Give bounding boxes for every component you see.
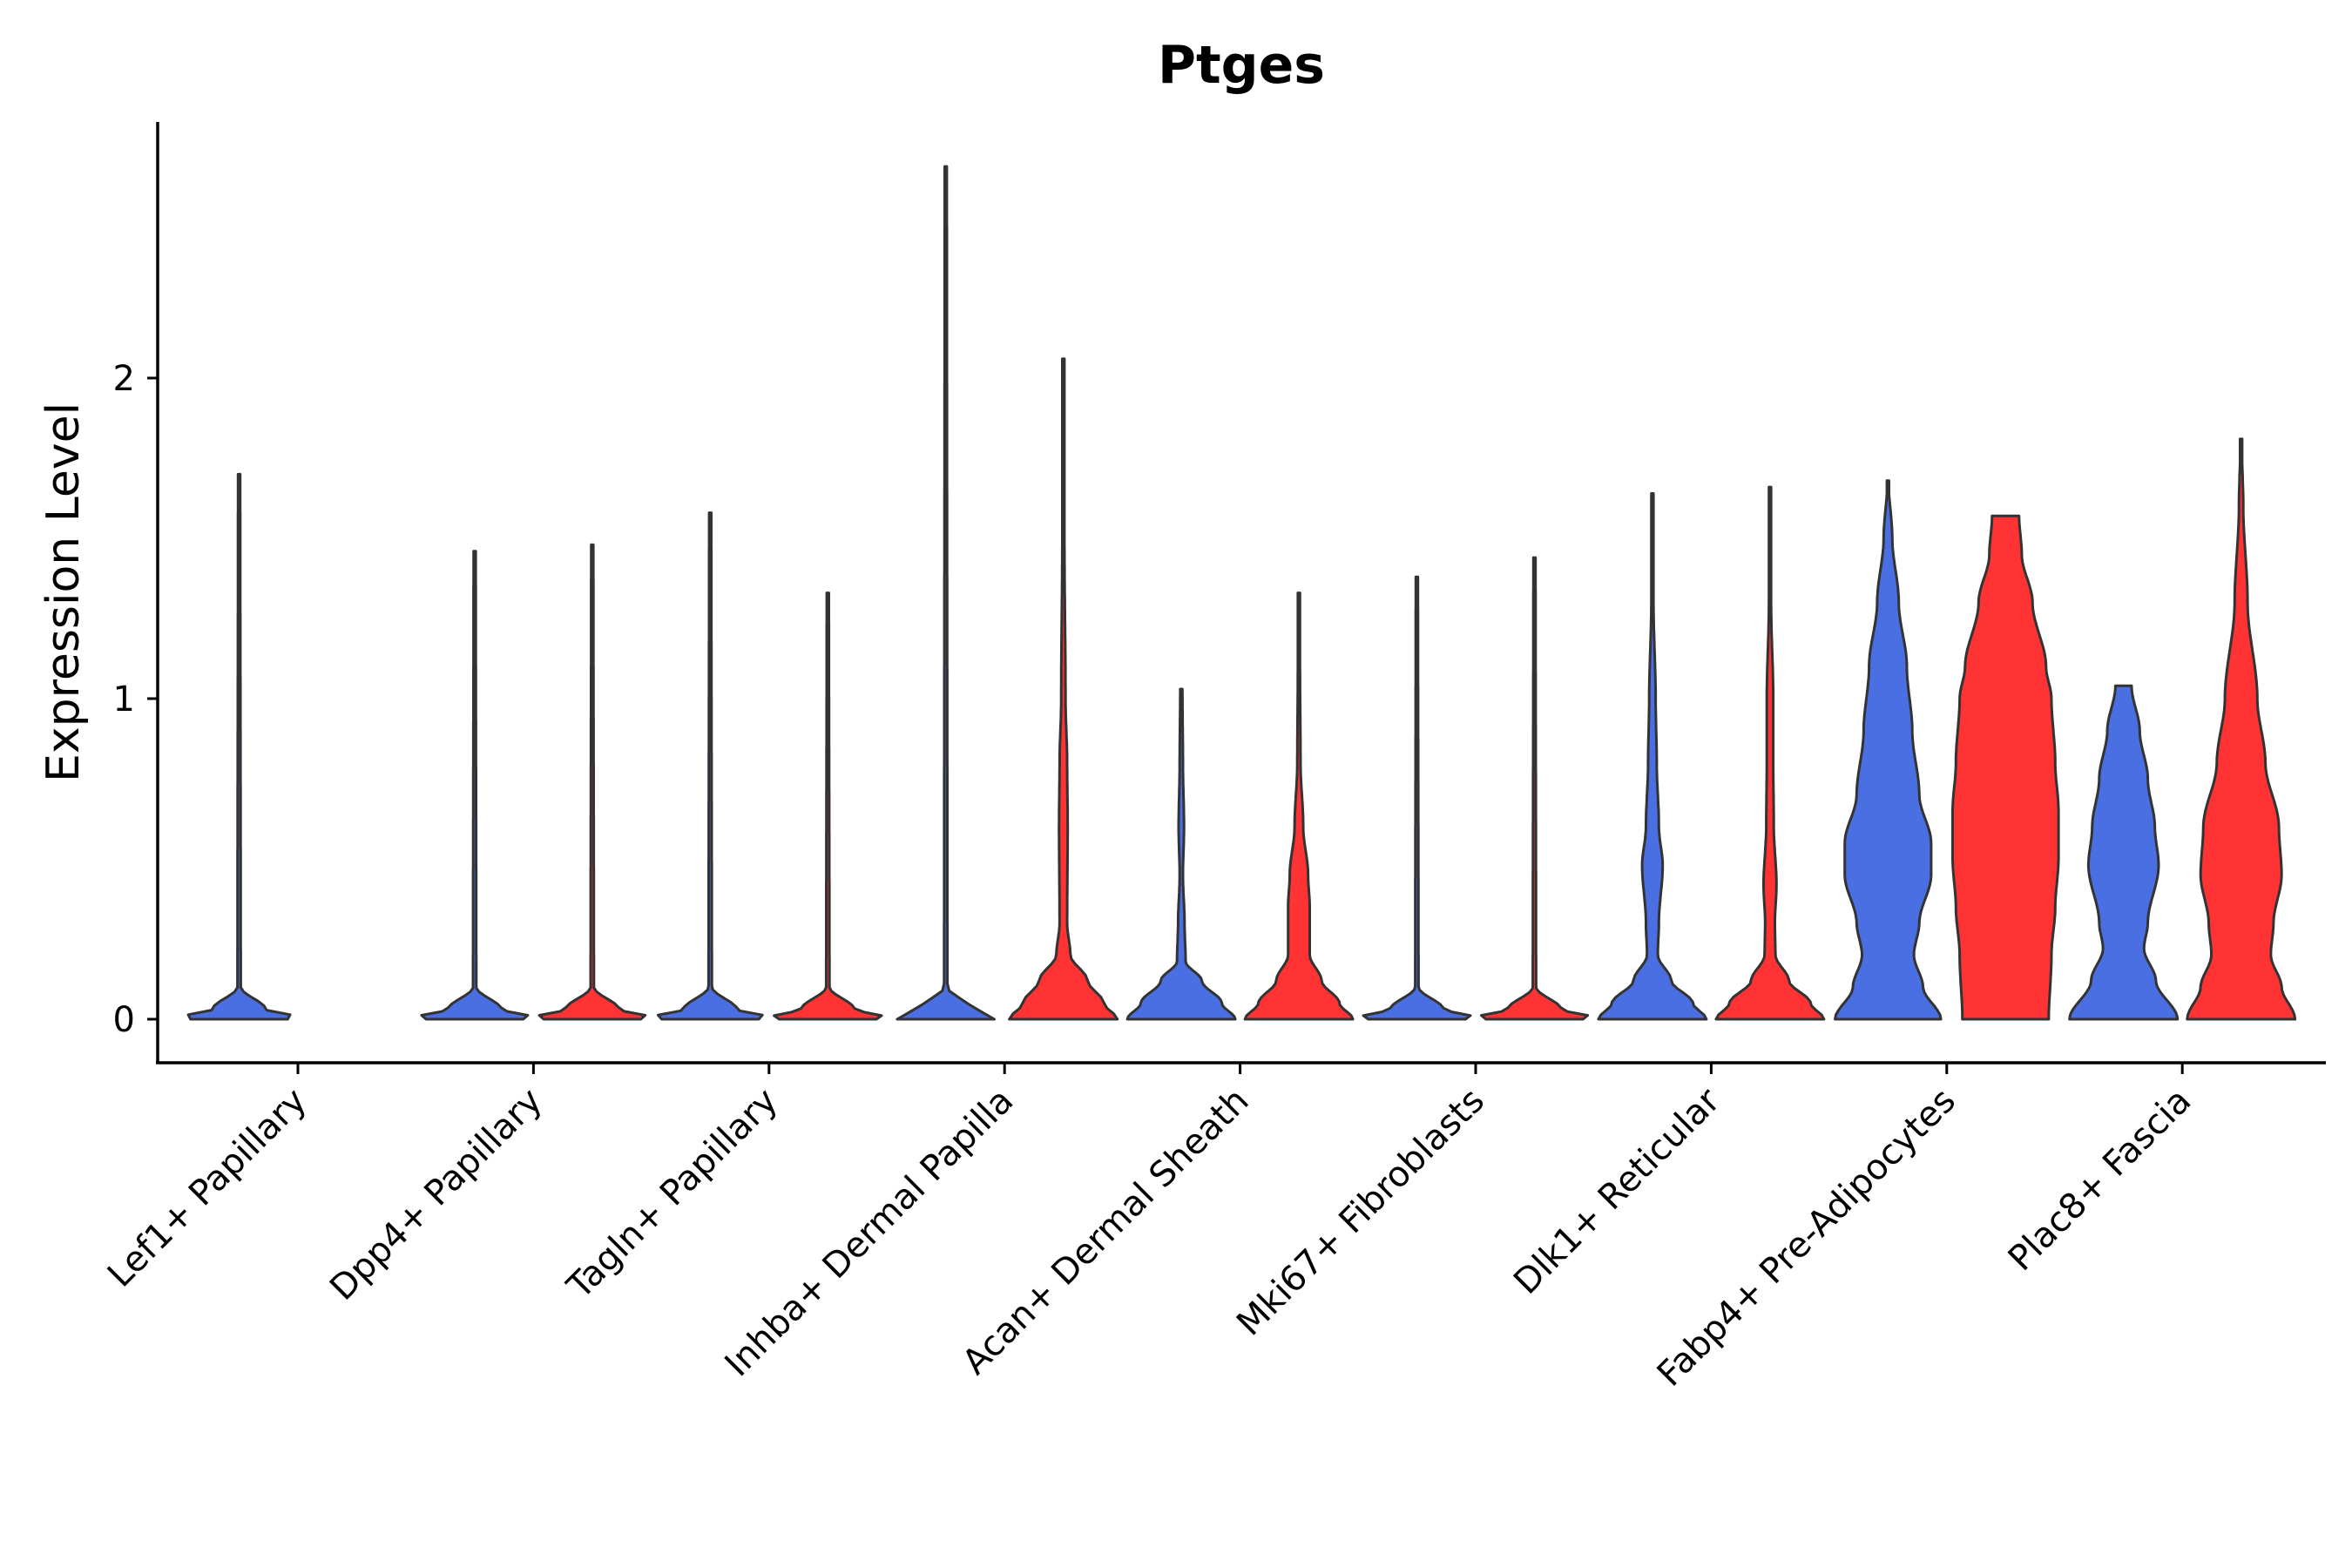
violin-acan-dermal-sheath-g1: [1243, 591, 1355, 1021]
y-tick-label: 1: [113, 679, 135, 720]
violin-plac8-fascia-g1: [2186, 437, 2297, 1021]
violin-tagln-papillary-g1: [773, 591, 883, 1021]
y-tick-label: 2: [113, 359, 135, 399]
x-ticks-layer: Lef1+ Papillary Dpp4+ Papillary Tagln+ Pap…: [100, 1063, 2199, 1395]
chart-title: Ptges: [1158, 35, 1325, 96]
x-tick-label: Plac8+ Fascia: [2001, 1081, 2200, 1280]
violin-inhba-dermal-papilla-g0: [896, 165, 996, 1021]
violin-lef1-papillary-g0: [186, 472, 292, 1021]
violin-tagln-papillary-g0: [656, 511, 764, 1021]
violin-dpp4-papillary-g0: [420, 550, 530, 1021]
y-tick-label: 0: [113, 1000, 135, 1040]
violin-dlk1-reticular-g0: [1597, 492, 1708, 1021]
x-tick-label: Dlk1+ Reticular: [1506, 1080, 1728, 1302]
violin-fabp4-pre-adipocytes-g0: [1834, 479, 1943, 1021]
x-tick-label: Tagln+ Papillary: [559, 1081, 786, 1308]
violin-mki67-fibroblasts-g0: [1362, 575, 1472, 1021]
x-tick-label: Dpp4+ Papillary: [322, 1081, 550, 1308]
violin-dpp4-papillary-g1: [537, 543, 647, 1021]
x-tick-label: Mki67+ Fibroblasts: [1229, 1081, 1492, 1344]
y-ticks-layer: 0 1 2: [113, 359, 158, 1040]
y-axis-label: Expression Level: [37, 402, 90, 782]
x-tick-label: Lef1+ Papillary: [100, 1081, 314, 1295]
violin-dlk1-reticular-g1: [1714, 485, 1826, 1021]
violin-mki67-fibroblasts-g1: [1479, 556, 1590, 1021]
violin-fabp4-pre-adipocytes-g1: [1951, 514, 2060, 1021]
violin-acan-dermal-sheath-g0: [1125, 687, 1237, 1021]
violin-plac8-fascia-g0: [2068, 684, 2180, 1021]
violins-layer: [186, 165, 2297, 1021]
violin-inhba-dermal-papilla-g1: [1008, 357, 1119, 1021]
